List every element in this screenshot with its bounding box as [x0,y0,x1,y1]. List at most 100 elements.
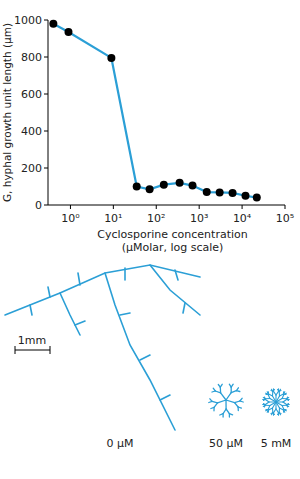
hypha-branch [287,399,290,400]
x-tick-label: 10¹ [104,212,122,225]
x-axis-label: Cyclosporine concentration(µMolar, log s… [97,228,247,254]
hypha-branch [140,355,150,360]
hypha-branch [236,390,239,392]
data-point [189,182,197,190]
hypha-branch [263,405,265,406]
x-tick [242,205,243,209]
y-tick [44,94,48,95]
hypha-branch [213,388,215,391]
hypha-branch [284,393,286,394]
y-tick [44,57,48,58]
hypha-branch [270,402,276,406]
hypha-branch [212,401,217,403]
hypha-branch [160,395,170,400]
x-axis [48,205,285,206]
hypha-branch [272,389,273,391]
hypha-branch [48,287,50,297]
hypha-branch [268,395,270,399]
x-tick-label: 10³ [190,212,208,225]
hypha-branch [235,401,240,403]
hypha-branch [282,395,284,399]
y-tick-label: 1000 [14,14,42,27]
hypha-branch [78,273,80,285]
hypha-branch [220,384,222,387]
data-point [146,185,154,193]
hypha-branch [280,394,284,396]
hypha-branch [269,408,273,410]
data-point [229,189,237,197]
data-point [64,28,72,36]
hypha-branch [274,391,277,395]
hypha-branch [266,409,268,410]
hypha-branch [75,321,85,325]
hypha-branch [211,407,214,408]
hypha-branch [225,400,226,409]
hypha-branch [231,384,233,387]
hypha-branch [263,404,266,405]
hypha-branch [283,400,287,403]
y-axis-label: G, hyphal growth unit length (µm) [1,23,13,202]
x-tick [70,205,71,209]
hypha-branch [273,389,274,392]
hypha-branch [237,407,238,411]
hypha-branch [279,389,280,391]
hypha-branch [282,406,284,410]
hypha-branch [280,408,284,410]
hypha-branch [266,405,270,406]
hypha-branch [215,391,220,393]
hypha-branch [276,399,282,403]
x-tick-label: 10² [147,212,165,225]
hypha-branch [175,270,178,280]
hypha-branch [273,413,274,416]
y-tick-label: 200 [21,162,42,175]
x-tick-label: 10⁰ [61,212,80,225]
x-tick [199,205,200,209]
hypha-branch [278,412,280,414]
data-point [241,192,249,200]
y-tick [44,168,48,169]
hypha-branch [274,409,277,413]
hypha-branch [220,414,223,415]
hypha-branch [279,412,280,414]
colony-50 [209,384,243,417]
hypha-branch [283,402,287,405]
hypha [60,293,80,335]
hypha-branch [226,409,229,414]
hypha-branch [269,394,273,396]
data-point [203,188,211,196]
y-tick-label: 400 [21,125,42,138]
hypha-branch [265,400,269,403]
y-tick-label: 800 [21,51,42,64]
hypha-branch [226,400,235,403]
hypha-branch [223,409,226,414]
hypha-branch [287,404,290,405]
hypha-branch [120,313,130,315]
drawing-label: 50 µM [209,437,243,450]
hypha-branch [267,392,268,394]
hypha-branch [279,408,280,412]
hypha-branch [231,391,236,393]
y-tick [44,20,48,21]
y-tick [44,131,48,132]
hypha-branch [265,402,269,405]
hypha-branch [229,414,230,417]
hypha-branch [263,399,266,400]
hypha-branch [276,409,279,413]
hypha-branch [286,405,288,406]
scale-bar-label: 1mm [18,334,46,347]
drawing-label: 0 µM [107,437,134,450]
hypha-branch [272,412,273,414]
hypha-branch [272,392,273,396]
hyphae-drawings [5,265,289,430]
data-point [160,181,168,189]
y-tick [44,205,48,206]
hypha-branch [278,389,279,392]
x-tick [156,205,157,209]
hypha-branch [264,404,266,406]
hypha-branch [218,400,227,403]
x-tick-label: 10⁴ [233,212,252,225]
x-tick-label: 10⁵ [276,212,294,225]
hypha-branch [278,413,279,416]
data-point [253,194,261,202]
hypha-branch [214,403,217,408]
